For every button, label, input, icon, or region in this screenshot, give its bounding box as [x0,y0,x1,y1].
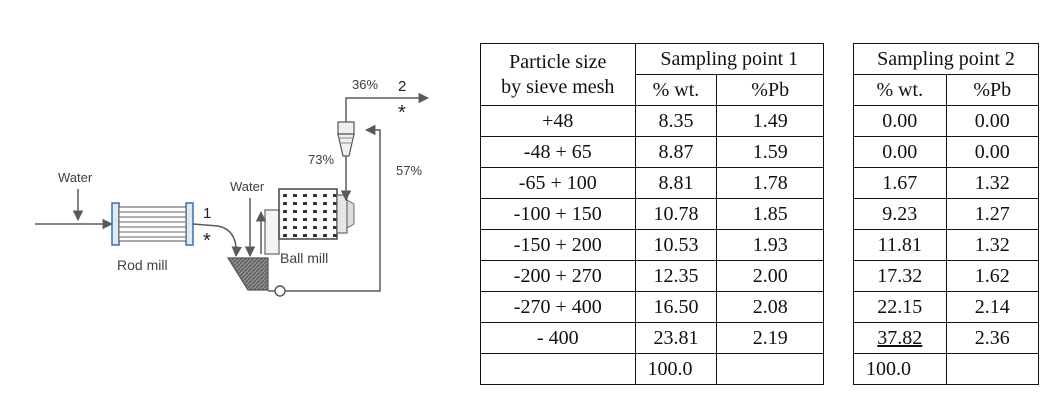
wt-column-header: % wt. [853,74,947,106]
total-pb-cell [716,353,824,385]
table-row: +48 8.35 1.49 [480,105,824,137]
cyclone-feed-line [285,124,381,292]
sampling-point-1-star: * [203,230,211,252]
rod-mill-label: Rod mill [117,257,168,273]
pb-cell: 2.00 [716,260,824,292]
pb-cell: 1.49 [716,105,824,137]
grinding-circuit-diagram: Water Rod mill 1 * Water Ball mill [35,77,430,297]
sump-pump [226,257,286,297]
sampling-point-1-header: Sampling point 1 [634,43,825,75]
pb-cell: 2.14 [945,291,1040,323]
percent-36-label: 36% [352,77,378,92]
pb-cell: 1.78 [716,167,824,199]
table-row: -200 + 270 12.35 2.00 [480,260,824,292]
sampling-point-1-number: 1 [203,205,211,222]
pb-cell: 0.00 [945,105,1040,137]
wt-cell: 8.35 [634,105,718,137]
table-row: 37.82 2.36 [853,322,1040,354]
percent-57-label: 57% [396,163,422,178]
total-row: 100.0 [480,353,824,385]
table-row: -100 + 150 10.78 1.85 [480,198,824,230]
table-row: -270 + 400 16.50 2.08 [480,291,824,323]
table-row: 22.15 2.14 [853,291,1040,323]
table-row: -65 + 100 8.81 1.78 [480,167,824,199]
pb-cell: 1.93 [716,229,824,261]
table-row: -150 + 200 10.53 1.93 [480,229,824,261]
wt-cell: 10.53 [634,229,718,261]
percent-73-label: 73% [308,152,334,167]
size-cell: -48 + 65 [480,136,636,168]
wt-cell: 16.50 [634,291,718,323]
particle-size-header-line2: by sieve mesh [501,75,615,98]
pb-cell: 1.32 [945,229,1040,261]
pb-cell: 2.19 [716,322,824,354]
pb-column-header: %Pb [945,74,1040,106]
size-cell: -65 + 100 [480,167,636,199]
water-label-mid: Water [230,179,265,194]
wt-cell: 23.81 [634,322,718,354]
wt-cell: 37.82 [853,322,947,354]
rod-mill-discharge [192,223,242,258]
total-row: 100.0 [853,353,1040,385]
pb-cell: 1.62 [945,260,1040,292]
table-row: 0.00 0.00 [853,136,1040,168]
wt-cell: 8.87 [634,136,718,168]
pb-cell: 0.00 [945,136,1040,168]
size-cell: - 400 [480,322,636,354]
table-row: - 400 23.81 2.19 [480,322,824,354]
particle-size-header: Particle size by sieve mesh [480,43,636,106]
wt-cell: 17.32 [853,260,947,292]
total-pb-cell [945,353,1040,385]
ball-mill [264,188,355,255]
particle-size-header-line1: Particle size [509,50,607,73]
pb-cell: 1.59 [716,136,824,168]
size-cell: -270 + 400 [480,291,636,323]
rod-mill [111,202,194,246]
pb-cell: 1.32 [945,167,1040,199]
table-row: 1.67 1.32 [853,167,1040,199]
size-cell: +48 [480,105,636,137]
sampling-point-2-number: 2 [398,78,406,95]
wt-cell: 11.81 [853,229,947,261]
sampling-point-2-star: * [398,102,406,124]
wt-cell: 9.23 [853,198,947,230]
wt-cell: 12.35 [634,260,718,292]
sampling-point-2-header: Sampling point 2 [853,43,1039,75]
cyclone-overflow-line [345,92,430,122]
total-size-cell [480,353,636,385]
ball-mill-label: Ball mill [280,250,328,266]
table-row: 0.00 0.00 [853,105,1040,137]
size-cell: -200 + 270 [480,260,636,292]
wt-cell: 8.81 [634,167,718,199]
size-cell: -150 + 200 [480,229,636,261]
pb-cell: 1.85 [716,198,824,230]
pb-cell: 2.08 [716,291,824,323]
total-wt-cell: 100.0 [853,353,947,385]
wt-cell: 22.15 [853,291,947,323]
pb-cell: 2.36 [945,322,1040,354]
pb-cell: 1.27 [945,198,1040,230]
size-cell: -100 + 150 [480,198,636,230]
wt-column-header: % wt. [634,74,718,106]
sampling-point-1-table: Particle size by sieve mesh Sampling poi… [480,43,825,385]
sampling-point-2-table: Sampling point 2 % wt. %Pb 0.00 0.00 0.0… [853,43,1040,385]
hydrocyclone [337,121,355,157]
wt-cell-underlined: 37.82 [877,327,923,349]
pb-column-header: %Pb [716,74,824,106]
wt-cell: 1.67 [853,167,947,199]
water-label-left: Water [58,170,93,185]
wt-cell: 10.78 [634,198,718,230]
table-row: 17.32 1.62 [853,260,1040,292]
total-wt-cell: 100.0 [634,353,718,385]
table-row: -48 + 65 8.87 1.59 [480,136,824,168]
table-row: 9.23 1.27 [853,198,1040,230]
wt-cell: 0.00 [853,105,947,137]
wt-cell: 0.00 [853,136,947,168]
table-row: 11.81 1.32 [853,229,1040,261]
